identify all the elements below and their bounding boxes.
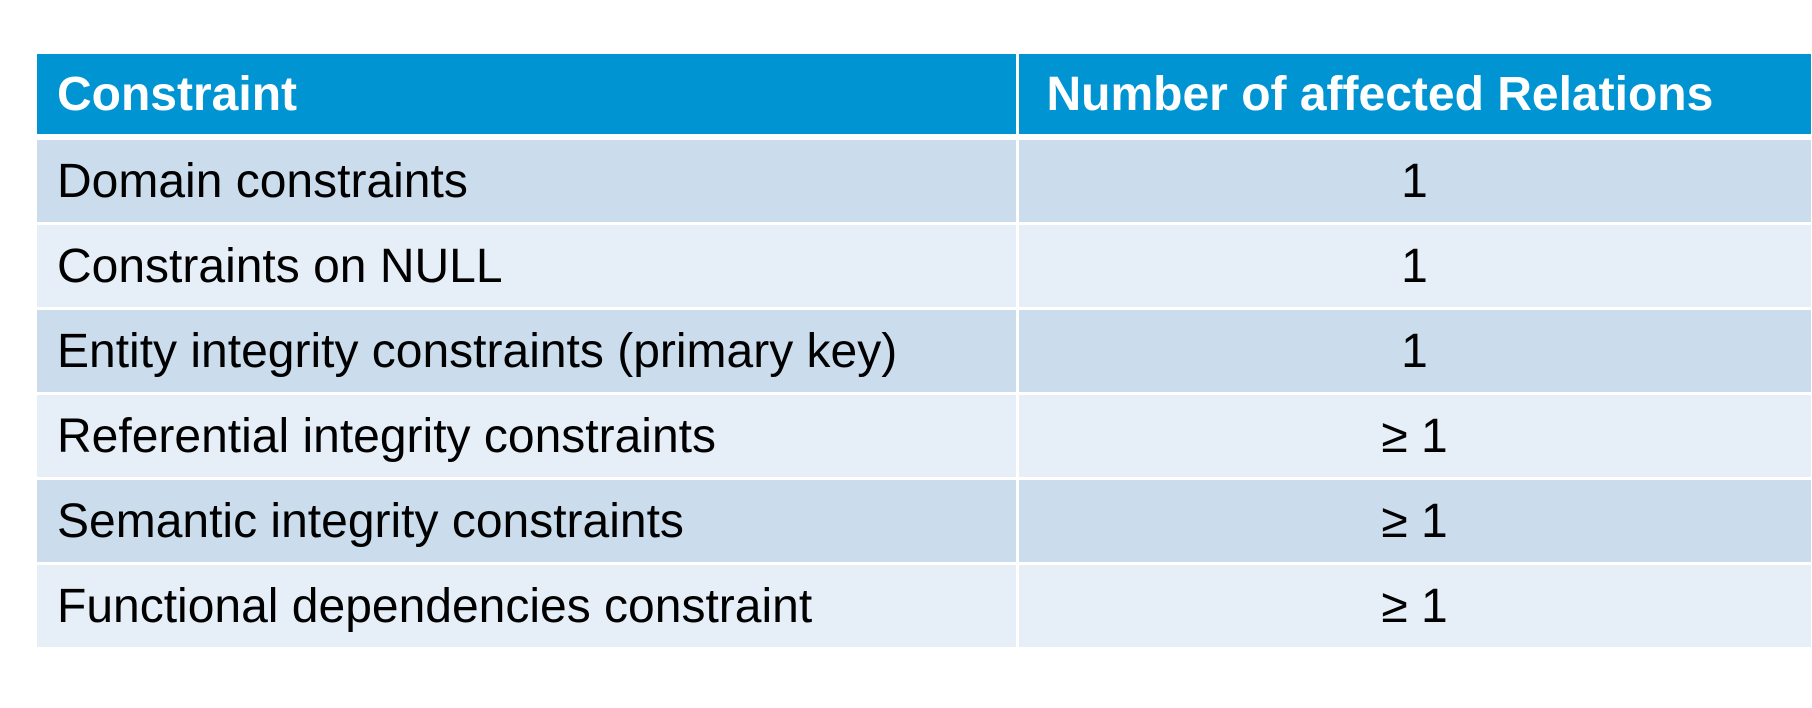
constraint-cell: Constraints on NULL [37, 223, 1019, 310]
table-row: Domain constraints 1 [37, 137, 1812, 225]
count-cell: 1 [1017, 137, 1812, 225]
constraints-table-container: Constraint Number of affected Relations … [37, 54, 1812, 650]
count-cell: ≥ 1 [1017, 563, 1812, 650]
table-row: Functional dependencies constraint ≥ 1 [37, 563, 1812, 650]
count-cell: ≥ 1 [1017, 393, 1812, 480]
count-cell: 1 [1017, 223, 1812, 310]
constraints-table: Constraint Number of affected Relations … [37, 54, 1812, 650]
table-header: Constraint Number of affected Relations [37, 54, 1812, 140]
constraint-cell: Referential integrity constraints [37, 393, 1019, 480]
header-affected-relations: Number of affected Relations [1017, 54, 1812, 140]
constraint-cell: Semantic integrity constraints [37, 478, 1019, 565]
constraint-cell: Functional dependencies constraint [37, 563, 1019, 650]
table-row: Constraints on NULL 1 [37, 223, 1812, 310]
constraint-cell: Entity integrity constraints (primary ke… [37, 308, 1019, 395]
header-row: Constraint Number of affected Relations [37, 54, 1812, 140]
table-row: Referential integrity constraints ≥ 1 [37, 393, 1812, 480]
table-row: Semantic integrity constraints ≥ 1 [37, 478, 1812, 565]
constraint-cell: Domain constraints [37, 137, 1019, 225]
count-cell: 1 [1017, 308, 1812, 395]
table-row: Entity integrity constraints (primary ke… [37, 308, 1812, 395]
header-constraint: Constraint [37, 54, 1019, 140]
count-cell: ≥ 1 [1017, 478, 1812, 565]
table-body: Domain constraints 1 Constraints on NULL… [37, 137, 1812, 650]
